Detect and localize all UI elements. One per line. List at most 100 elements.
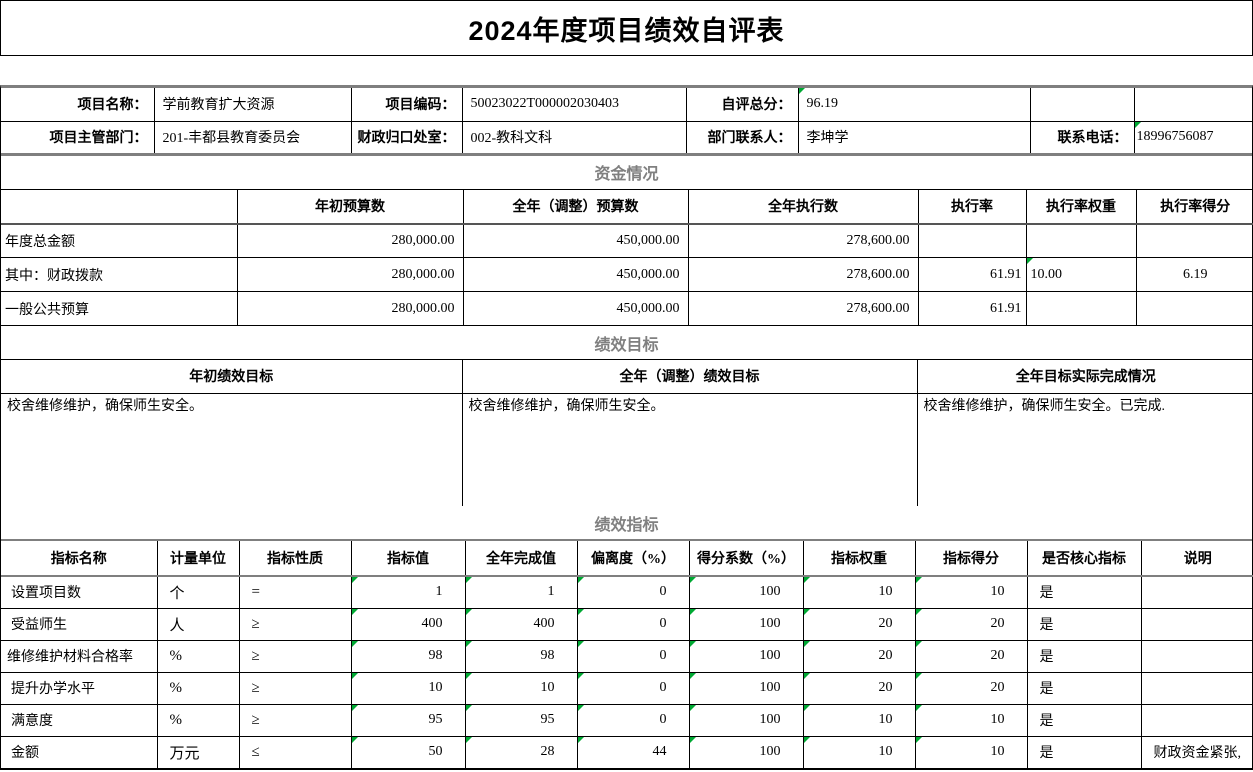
indicator-note: 财政资金紧张,	[1153, 746, 1242, 762]
indicator-note	[1141, 576, 1253, 609]
indicator-actual: 95	[465, 704, 578, 737]
column-header-score: 指标得分	[915, 541, 1028, 577]
excel-flag-icon	[915, 736, 922, 743]
excel-flag-icon	[803, 640, 810, 647]
excel-flag-icon	[465, 608, 472, 615]
indicator-actual: 98	[465, 640, 578, 673]
excel-flag-icon	[577, 608, 584, 615]
column-header-rate-weight: 执行率权重	[1026, 189, 1137, 225]
column-header-deviation: 偏离度（%）	[577, 541, 690, 577]
adjusted-goal-text: 校舍维修维护，确保师生安全。	[462, 393, 918, 506]
empty-cell	[1134, 88, 1252, 122]
table-row: 提升办学水平 % ≥ 10 10 0 100 20 20 是	[1, 672, 1253, 705]
indicator-note	[1141, 704, 1253, 737]
excel-flag-icon	[915, 577, 922, 583]
initial-goal-text: 校舍维修维护，确保师生安全。	[1, 393, 463, 506]
adjusted-budget-value: 450,000.00	[463, 223, 689, 258]
indicator-coefficient: 100	[689, 608, 804, 641]
indicator-score: 20	[915, 608, 1028, 641]
excel-flag-icon	[689, 608, 696, 615]
indicator-weight: 10	[803, 736, 916, 768]
indicator-actual: 1	[465, 576, 578, 609]
indicator-coefficient: 100	[689, 640, 804, 673]
project-name-value: 学前教育扩大资源	[154, 88, 352, 122]
indicator-nature: ≥	[239, 640, 352, 673]
table-row: 金额 万元 ≤ 50 28 44 100 10 10 是 财政资金紧张,	[1, 736, 1253, 768]
excel-flag-icon	[465, 704, 472, 711]
excel-flag-icon	[915, 704, 922, 711]
excel-flag-icon	[1134, 121, 1141, 128]
column-header-adjusted-budget: 全年（调整）预算数	[463, 189, 689, 225]
column-header-adjusted-goal: 全年（调整）绩效目标	[462, 360, 918, 394]
excel-flag-icon	[803, 577, 810, 583]
indicator-weight: 10	[803, 576, 916, 609]
excel-flag-icon	[465, 577, 472, 583]
indicator-target: 1	[351, 576, 466, 609]
dept-label: 项目主管部门：	[1, 121, 155, 154]
page-title: 2024年度项目绩效自评表	[468, 15, 785, 46]
indicator-name: 设置项目数	[1, 576, 158, 609]
funding-row-label: 年度总金额	[1, 223, 238, 258]
indicator-weight: 20	[803, 640, 916, 673]
table-header-row: 指标名称 计量单位 指标性质 指标值 全年完成值 偏离度（%） 得分系数（%） …	[1, 541, 1253, 577]
finance-office-label: 财政归口处室：	[351, 121, 463, 154]
indicator-weight: 20	[803, 672, 916, 705]
excel-flag-icon	[351, 736, 358, 743]
phone-label: 联系电话：	[1030, 121, 1135, 154]
indicator-name: 提升办学水平	[1, 672, 158, 705]
table-row: 满意度 % ≥ 95 95 0 100 10 10 是	[1, 704, 1253, 737]
excel-flag-icon	[351, 608, 358, 615]
indicator-score: 10	[915, 736, 1028, 768]
indicator-note	[1141, 608, 1253, 641]
indicator-coefficient: 100	[689, 736, 804, 768]
title-bar: 2024年度项目绩效自评表	[0, 0, 1253, 56]
executed-value: 278,600.00	[688, 291, 919, 326]
column-header-rate-score: 执行率得分	[1136, 189, 1253, 225]
indicator-score: 10	[915, 704, 1028, 737]
actual-completion-text: 校舍维修维护，确保师生安全。已完成.	[923, 398, 1166, 414]
goals-table: 年初绩效目标 全年（调整）绩效目标 全年目标实际完成情况 校舍维修维护，确保师生…	[1, 360, 1253, 506]
indicator-score: 10	[915, 576, 1028, 609]
excel-flag-icon	[351, 672, 358, 679]
finance-office-value: 002-教科文科	[462, 121, 687, 154]
initial-budget-value: 280,000.00	[237, 291, 464, 326]
table-row: 受益师生 人 ≥ 400 400 0 100 20 20 是	[1, 608, 1253, 641]
indicator-note	[1141, 672, 1253, 705]
project-code-label: 项目编码：	[351, 88, 463, 122]
indicator-unit: 个	[157, 576, 240, 609]
column-header-exec-rate: 执行率	[918, 189, 1027, 225]
excel-flag-icon	[689, 704, 696, 711]
table-row: 校舍维修维护，确保师生安全。 校舍维修维护，确保师生安全。 校舍维修维护，确保师…	[1, 393, 1253, 506]
section-title-goals: 绩效目标	[1, 326, 1252, 360]
exec-rate-value: 61.91	[918, 257, 1027, 292]
indicator-deviation: 0	[577, 672, 690, 705]
column-header-core: 是否核心指标	[1027, 541, 1142, 577]
rate-score-value: 6.19	[1136, 257, 1253, 292]
indicator-score: 20	[915, 672, 1028, 705]
excel-flag-icon	[465, 672, 472, 679]
column-header-coefficient: 得分系数（%）	[689, 541, 804, 577]
excel-flag-icon	[577, 704, 584, 711]
excel-flag-icon	[1026, 258, 1033, 264]
column-header-unit: 计量单位	[157, 541, 240, 577]
indicator-core: 是	[1027, 640, 1142, 673]
table-row: 项目名称： 学前教育扩大资源 项目编码： 50023022T0000020304…	[1, 88, 1252, 122]
indicator-deviation: 44	[577, 736, 690, 768]
indicator-score: 20	[915, 640, 1028, 673]
indicator-actual: 28	[465, 736, 578, 768]
indicator-name: 满意度	[1, 704, 158, 737]
rate-weight-value	[1026, 223, 1137, 258]
indicator-deviation: 0	[577, 576, 690, 609]
indicator-unit: %	[157, 640, 240, 673]
empty-cell	[1030, 88, 1135, 122]
excel-flag-icon	[689, 577, 696, 583]
indicator-note	[1141, 640, 1253, 673]
indicator-weight: 10	[803, 704, 916, 737]
column-header-initial-budget: 年初预算数	[237, 189, 464, 225]
excel-flag-icon	[351, 640, 358, 647]
indicator-name: 金额	[1, 736, 158, 768]
indicator-core: 是	[1027, 576, 1142, 609]
indicator-coefficient: 100	[689, 704, 804, 737]
indicator-nature: ≥	[239, 704, 352, 737]
adjusted-budget-value: 450,000.00	[463, 257, 689, 292]
